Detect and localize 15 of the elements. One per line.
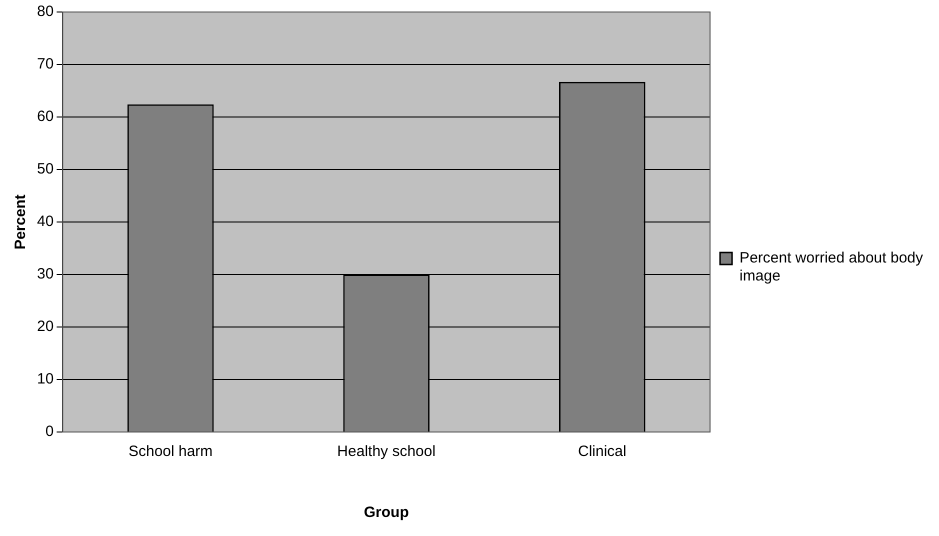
y-tick-label: 40 [36, 213, 54, 230]
y-tick-label: 70 [36, 56, 54, 73]
y-axis-title: Percent [12, 194, 30, 250]
y-tick-label: 0 [45, 423, 54, 440]
y-tick-label: 80 [36, 3, 54, 20]
legend-label: Percent worried about body image [740, 250, 924, 285]
y-tick-label: 60 [36, 108, 54, 126]
y-tick-label: 50 [36, 160, 54, 178]
y-tick-label: 10 [36, 370, 54, 388]
x-axis-title: Group [364, 504, 409, 522]
x-tick-label: School harm [128, 443, 213, 460]
y-tick-label: 30 [36, 266, 54, 283]
x-tick-label: Clinical [578, 443, 626, 460]
x-tick-label: Healthy school [337, 443, 436, 460]
y-tick-label: 20 [36, 318, 54, 336]
